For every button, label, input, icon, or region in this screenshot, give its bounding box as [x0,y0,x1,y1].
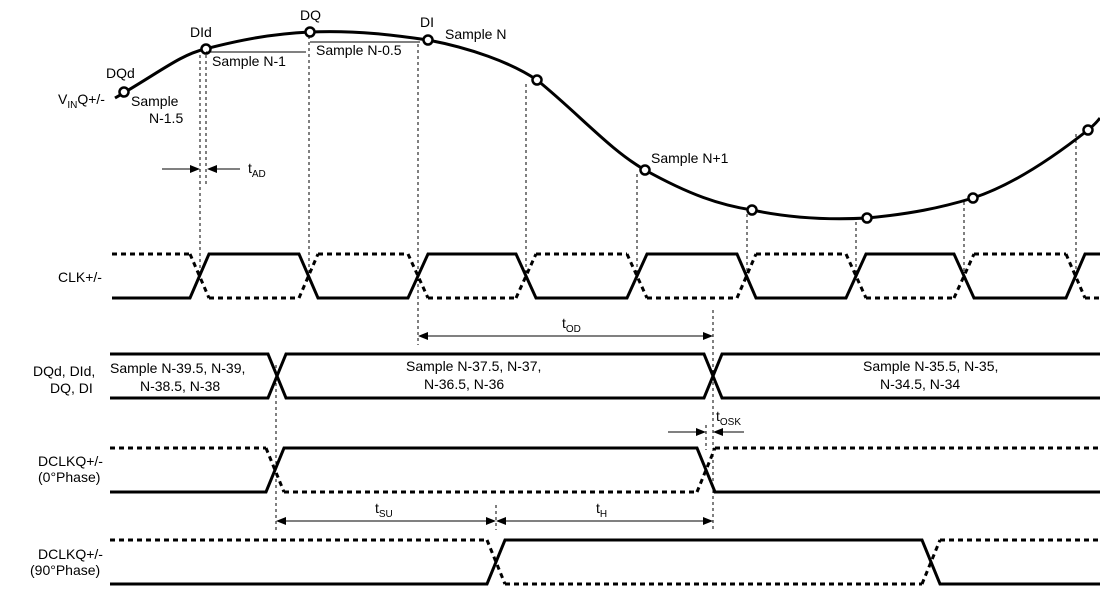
label-sample-n-plus-1: Sample N+1 [651,150,729,166]
label-dqd: DQd [106,65,135,81]
label-sample-n-1-5: Sample [131,93,179,109]
label-sample-n-1: Sample N-1 [212,53,286,69]
sample-marker [531,74,543,86]
sample-marker [639,164,651,176]
sample-marker [746,204,758,216]
sample-marker [304,26,316,38]
clk-waveform [112,252,1100,300]
sample-marker [200,43,212,55]
label-sample-n-0-5: Sample N-0.5 [316,42,402,58]
label-did: DId [190,24,212,40]
dclk0-label-line2: (0°Phase) [38,469,100,485]
label-sample-n: Sample N [445,26,506,42]
tod-label: tOD [562,315,581,335]
vin-label: VINQ+/- [58,91,105,111]
data-word-1-line2: N-38.5, N-38 [140,378,220,394]
data-word-1-line1: Sample N-39.5, N-39, [110,360,245,376]
th-label: tH [596,500,607,520]
sample-marker [967,192,979,204]
dclk90-waveform [110,538,1100,586]
tsu-label: tSU [375,500,393,520]
tosk-label: tOSK [716,408,741,428]
tosk-marker [668,428,744,436]
tsu-marker [276,517,496,525]
sample-marker [1082,124,1094,136]
data-word-2-line2: N-36.5, N-36 [424,376,504,392]
dclk0-waveform [110,446,1100,494]
data-label-line2: DQ, DI [50,380,93,396]
data-word-2-line1: Sample N-37.5, N-37, [406,358,541,374]
label-di: DI [420,14,434,30]
clk-label: CLK+/- [58,269,102,285]
guide-lines [199,36,1077,530]
label-sample-n-1-5-line2: N-1.5 [149,110,183,126]
th-marker [496,517,713,525]
tod-marker [418,332,713,340]
tad-label: tAD [248,160,266,180]
data-word-3-line2: N-34.5, N-34 [880,376,960,392]
sample-marker [118,86,130,98]
dclk90-label-line2: (90°Phase) [30,562,100,578]
data-label-line1: DQd, DId, [33,363,95,379]
data-word-3-line1: Sample N-35.5, N-35, [863,358,998,374]
dclk0-label-line1: DCLKQ+/- [38,453,103,469]
label-dq: DQ [300,7,321,23]
sample-marker [422,34,434,46]
dclk90-label-line1: DCLKQ+/- [38,546,103,562]
sample-markers [118,26,1094,224]
tad-marker [162,165,240,173]
data-bus-waveform [110,352,1100,400]
sample-marker [861,212,873,224]
